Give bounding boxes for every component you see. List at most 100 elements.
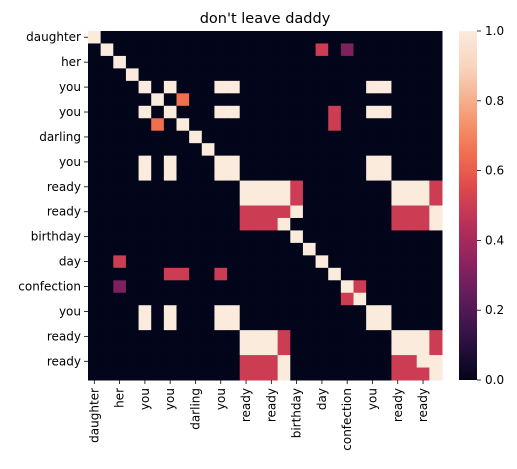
heatmap-cell — [138, 217, 152, 231]
heatmap-cell — [290, 105, 304, 119]
heatmap-cell — [277, 55, 291, 69]
heatmap-cell — [163, 267, 177, 281]
heatmap-cell — [252, 267, 266, 281]
heatmap-cell — [404, 193, 418, 206]
heatmap-cell — [416, 143, 430, 157]
heatmap-cell — [100, 217, 114, 231]
heatmap-cell — [404, 367, 418, 381]
heatmap-cell — [315, 80, 329, 94]
heatmap-cell — [100, 118, 114, 132]
heatmap-cell — [315, 267, 329, 281]
heatmap-cell — [163, 230, 177, 244]
heatmap-cell — [151, 230, 165, 244]
heatmap-cell — [239, 292, 253, 306]
heatmap-cell — [302, 367, 317, 381]
heatmap-cell — [201, 31, 215, 44]
heatmap-cell — [366, 105, 380, 119]
heatmap-cell — [176, 55, 190, 69]
heatmap-cell — [378, 355, 392, 369]
heatmap-cell — [252, 93, 266, 107]
heatmap-cell — [138, 355, 152, 369]
heatmap-cell — [138, 280, 152, 294]
heatmap-cell — [416, 155, 430, 169]
heatmap-cell — [391, 155, 405, 169]
heatmap-cell — [227, 217, 241, 231]
heatmap-cell — [176, 367, 190, 381]
heatmap-cell — [290, 242, 304, 256]
heatmap-cell — [214, 93, 228, 107]
heatmap-cell — [125, 155, 140, 169]
heatmap-cell — [88, 355, 102, 369]
heatmap-cell — [125, 105, 140, 119]
heatmap-cell — [163, 105, 177, 119]
heatmap-cell — [366, 68, 380, 82]
heatmap-cell — [100, 193, 114, 206]
heatmap-cell — [340, 305, 354, 319]
heatmap-cell — [416, 330, 430, 344]
heatmap-cell — [88, 280, 102, 294]
heatmap-cell — [113, 205, 127, 219]
heatmap-cell — [113, 155, 127, 169]
x-tick-label: birthday — [290, 388, 304, 438]
heatmap-cell — [290, 305, 304, 319]
heatmap-cell — [100, 267, 114, 281]
heatmap-cell — [201, 130, 215, 144]
heatmap-cell — [340, 168, 354, 182]
heatmap-cell — [252, 230, 266, 244]
heatmap-cell — [366, 118, 380, 132]
heatmap-cell — [100, 367, 114, 381]
heatmap-cell — [214, 105, 228, 119]
heatmap-cell — [227, 342, 241, 356]
heatmap-cell — [353, 355, 367, 369]
heatmap-cell — [265, 305, 279, 319]
heatmap-cell — [151, 143, 165, 157]
heatmap-cell — [214, 155, 228, 169]
heatmap-cell — [88, 205, 102, 219]
heatmap-cell — [265, 267, 279, 281]
heatmap-cell — [429, 267, 443, 281]
heatmap-cell — [88, 367, 102, 381]
heatmap-cell — [290, 93, 304, 107]
heatmap-cell — [252, 355, 266, 369]
heatmap-cell — [239, 55, 253, 69]
heatmap-cell — [340, 80, 354, 94]
heatmap-cell — [88, 68, 102, 82]
heatmap-cell — [163, 168, 177, 182]
heatmap-cell — [125, 355, 140, 369]
heatmap-cell — [88, 330, 102, 344]
heatmap-cell — [340, 93, 354, 107]
heatmap-cell — [315, 43, 329, 57]
heatmap-cell — [100, 93, 114, 107]
heatmap-cell — [88, 43, 102, 57]
heatmap-cell — [100, 280, 114, 294]
heatmap-cell — [340, 267, 354, 281]
heatmap-cell — [391, 130, 405, 144]
heatmap-cell — [201, 105, 215, 119]
heatmap-cell — [340, 105, 354, 119]
heatmap-cell — [88, 143, 102, 157]
heatmap-cell — [265, 118, 279, 132]
heatmap-cell — [340, 43, 354, 57]
heatmap-cell — [227, 193, 241, 206]
heatmap-cell — [227, 68, 241, 82]
heatmap-cell — [302, 205, 317, 219]
heatmap-cell — [315, 118, 329, 132]
heatmap-cell — [227, 230, 241, 244]
heatmap-cell — [113, 267, 127, 281]
heatmap-cell — [366, 93, 380, 107]
heatmap-cell — [176, 267, 190, 281]
heatmap-cell — [429, 31, 443, 44]
heatmap-cell — [404, 230, 418, 244]
heatmap-cell — [378, 68, 392, 82]
heatmap-cell — [214, 68, 228, 82]
heatmap-cell — [163, 305, 177, 319]
heatmap-cell — [100, 105, 114, 119]
heatmap-cell — [416, 31, 430, 44]
heatmap-cell — [391, 242, 405, 256]
heatmap-cell — [176, 168, 190, 182]
colorbar-tick-label: 1.0 — [485, 24, 504, 38]
heatmap-cell — [227, 367, 241, 381]
heatmap-cell — [378, 230, 392, 244]
heatmap-cell — [416, 230, 430, 244]
colorbar: 0.0 0.2 0.4 0.6 0.8 1.0 — [459, 24, 504, 387]
